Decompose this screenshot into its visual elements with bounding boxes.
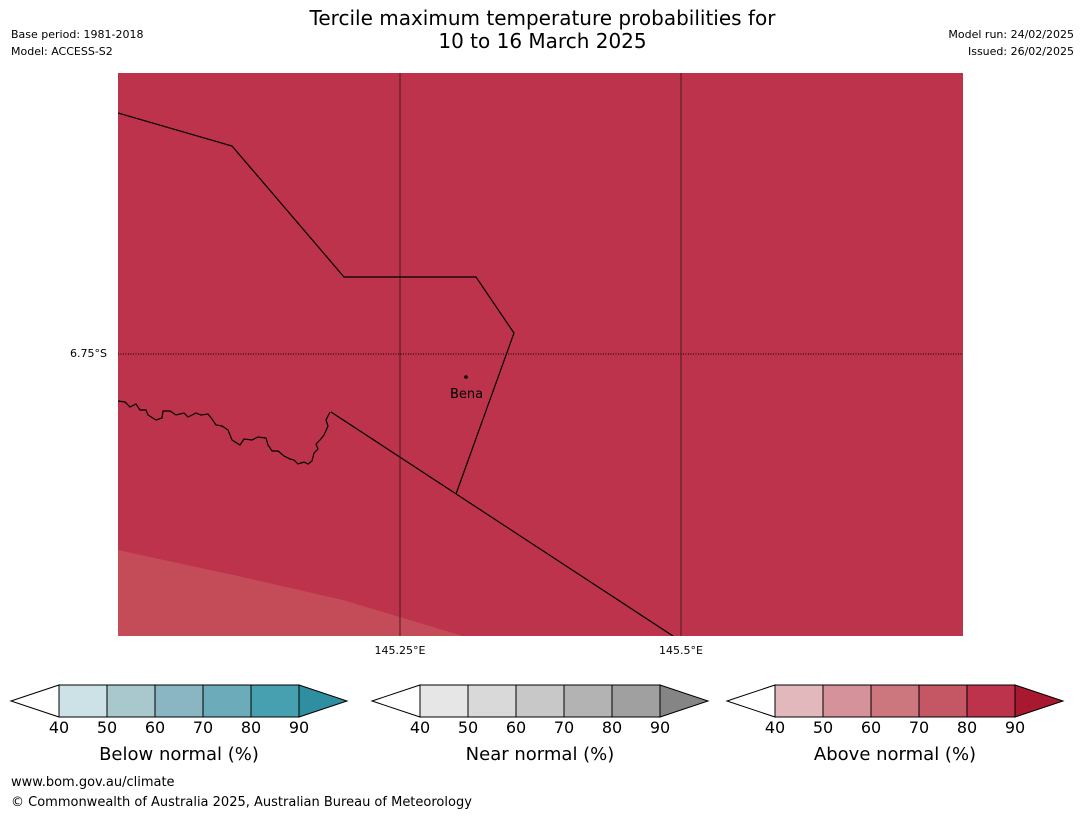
colorbar-above-arrow-right <box>1014 684 1065 718</box>
tick-label: 70 <box>908 718 930 737</box>
tick-label: 90 <box>649 718 671 737</box>
tick-label: 40 <box>48 718 70 737</box>
tick-label: 70 <box>553 718 575 737</box>
colorbar-below-arrow-left <box>9 684 60 718</box>
region-boundary-south <box>330 411 674 637</box>
colorbar-above-seg-1 <box>775 685 823 717</box>
tick-label: 50 <box>457 718 479 737</box>
colorbar-below-seg-2 <box>107 685 155 717</box>
colorbar-below-arrow-right <box>298 684 349 718</box>
colorbar-near-seg-2 <box>468 685 516 717</box>
tick-label: 40 <box>409 718 431 737</box>
footer-copyright: © Commonwealth of Australia 2025, Austra… <box>11 795 472 810</box>
colorbar-below-seg-5 <box>251 685 299 717</box>
colorbar-below-seg-4 <box>203 685 251 717</box>
colorbar-above-normal <box>725 684 1065 718</box>
coastline <box>117 400 331 465</box>
title-line-1: Tercile maximum temperature probabilitie… <box>309 6 776 30</box>
tick-label: 60 <box>505 718 527 737</box>
colorbar-above-arrow-left <box>725 684 776 718</box>
tick-label: 80 <box>956 718 978 737</box>
base-period-text: Base period: 1981-2018 <box>11 28 144 41</box>
tick-label: 80 <box>601 718 623 737</box>
colorbar-near-arrow-right <box>659 684 710 718</box>
colorbar-above-seg-2 <box>823 685 871 717</box>
issued-text: Issued: 26/02/2025 <box>967 45 1074 58</box>
town-marker <box>464 375 468 379</box>
legend-below-normal: 40 50 60 70 80 90 Below normal (%) <box>9 684 349 765</box>
colorbar-below-seg-1 <box>59 685 107 717</box>
legend-title-below: Below normal (%) <box>99 744 259 765</box>
tick-label: 80 <box>240 718 262 737</box>
footer-url: www.bom.gov.au/climate <box>11 775 175 790</box>
tick-label: 40 <box>764 718 786 737</box>
header-meta-right: Model run: 24/02/2025 Issued: 26/02/2025 <box>948 26 1074 60</box>
town-label: Bena <box>450 387 484 402</box>
colorbar-near-seg-4 <box>564 685 612 717</box>
colorbar-above-seg-5 <box>967 685 1015 717</box>
tick-label: 70 <box>192 718 214 737</box>
colorbar-below-normal <box>9 684 349 718</box>
probability-fill-lighter <box>118 550 463 636</box>
title-line-2: 10 to 16 March 2025 <box>438 29 647 53</box>
colorbar-near-seg-1 <box>420 685 468 717</box>
legend-title-near: Near normal (%) <box>465 744 615 765</box>
tick-label: 90 <box>288 718 310 737</box>
tick-label: 50 <box>96 718 118 737</box>
colorbar-near-normal <box>370 684 710 718</box>
lon-label-145-5: 145.5°E <box>659 644 703 657</box>
header-meta-left: Base period: 1981-2018 Model: ACCESS-S2 <box>11 26 143 60</box>
map-title: Tercile maximum temperature probabilitie… <box>0 7 1085 53</box>
colorbar-above-seg-3 <box>871 685 919 717</box>
lat-label-6-75: 6.75°S <box>70 347 107 360</box>
tick-label: 60 <box>860 718 882 737</box>
colorbar-below-seg-3 <box>155 685 203 717</box>
map-canvas <box>117 73 963 637</box>
colorbar-above-seg-4 <box>919 685 967 717</box>
tick-label: 50 <box>812 718 834 737</box>
model-text: Model: ACCESS-S2 <box>11 45 113 58</box>
legend-title-above: Above normal (%) <box>813 744 977 765</box>
colorbar-near-seg-5 <box>612 685 660 717</box>
legend-above-normal: 40 50 60 70 80 90 Above normal (%) <box>725 684 1065 765</box>
colorbar-near-arrow-left <box>370 684 421 718</box>
legend-near-normal: 40 50 60 70 80 90 Near normal (%) <box>370 684 710 765</box>
colorbar-near-seg-3 <box>516 685 564 717</box>
tick-label: 60 <box>144 718 166 737</box>
tick-label: 90 <box>1004 718 1026 737</box>
lon-label-145-25: 145.25°E <box>374 644 426 657</box>
map-panel: Bena <box>117 73 963 637</box>
region-boundary-north <box>117 112 515 495</box>
model-run-text: Model run: 24/02/2025 <box>948 28 1074 41</box>
